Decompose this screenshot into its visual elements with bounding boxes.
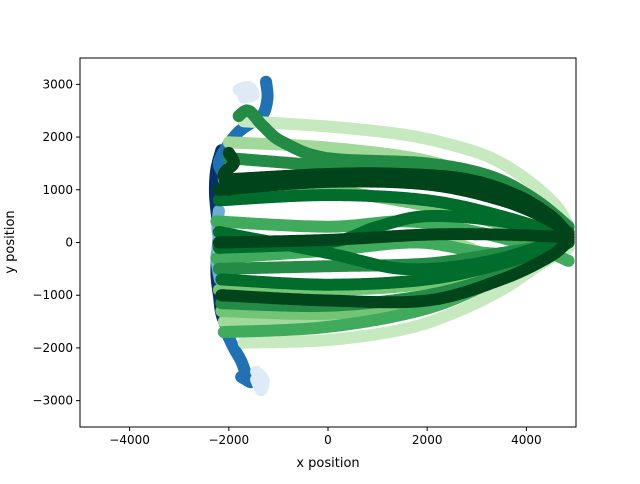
y-axis-label: y position	[3, 210, 18, 273]
y-tick-label: 0	[65, 236, 73, 250]
x-axis: −4000 −2000 0 2000 4000	[109, 427, 542, 447]
x-axis-label: x position	[296, 456, 359, 471]
trajectory-series	[232, 80, 260, 104]
trajectory-point	[562, 254, 575, 267]
y-tick-label: −2000	[32, 341, 73, 355]
y-tick-label: 2000	[42, 130, 73, 144]
trajectory-series	[212, 175, 575, 244]
y-tick-label: −1000	[32, 288, 73, 302]
trajectory-series	[215, 233, 575, 309]
trajectory-point	[237, 91, 250, 104]
y-tick-label: 3000	[42, 77, 73, 91]
trajectory-series	[217, 146, 240, 196]
trajectory-series	[250, 365, 270, 397]
trajectory-point	[562, 231, 575, 244]
y-tick-label: −3000	[32, 394, 73, 408]
y-axis: −3000 −2000 −1000 0 1000 2000 3000	[32, 77, 80, 408]
x-tick-label: −2000	[209, 433, 250, 447]
trajectory-point	[235, 370, 248, 383]
trajectory-series	[220, 326, 258, 389]
x-tick-label: 0	[324, 433, 332, 447]
trajectory-series	[212, 228, 575, 249]
x-tick-label: 2000	[412, 433, 443, 447]
y-tick-label: 1000	[42, 183, 73, 197]
scatter-points	[208, 75, 575, 397]
x-tick-label: 4000	[511, 433, 542, 447]
x-tick-label: −4000	[109, 433, 150, 447]
trajectory-point	[250, 365, 263, 378]
